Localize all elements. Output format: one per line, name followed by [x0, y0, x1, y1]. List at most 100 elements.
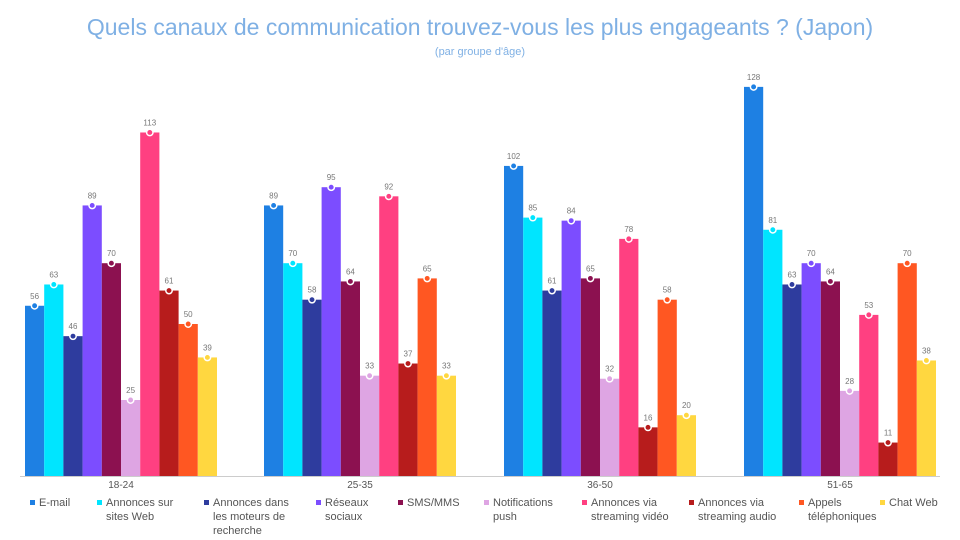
bar-marker: [442, 371, 451, 380]
data-label: 92: [384, 182, 393, 191]
bar: [916, 360, 936, 476]
bar-marker: [922, 356, 931, 365]
data-label: 20: [682, 401, 691, 410]
bar-marker: [404, 359, 412, 368]
bar: [321, 187, 341, 476]
bar-marker: [88, 201, 97, 210]
bar: [542, 290, 562, 476]
legend-item: Annonces via streaming audio: [689, 496, 776, 524]
bar: [101, 263, 121, 476]
data-label: 65: [586, 264, 595, 273]
category-label: 51-65: [827, 480, 853, 491]
bar-marker: [528, 213, 537, 222]
data-label: 102: [507, 152, 521, 161]
category-label: 36-50: [587, 480, 613, 491]
bar: [82, 205, 102, 476]
bar: [820, 281, 840, 476]
bar: [523, 217, 543, 476]
bar: [44, 284, 64, 476]
data-label: 81: [768, 216, 777, 225]
bar-marker: [49, 280, 58, 289]
data-label: 50: [184, 310, 193, 319]
legend-item: Annonces dans les moteurs de recherche: [204, 496, 289, 538]
data-label: 113: [143, 118, 156, 127]
data-label: 63: [49, 270, 58, 279]
bar-marker: [807, 259, 816, 268]
bar-marker: [308, 295, 316, 304]
bar-marker: [327, 183, 336, 192]
legend-label: Annonces dans les moteurs de recherche: [213, 497, 289, 537]
bar: [417, 278, 437, 476]
bar-marker: [346, 277, 355, 286]
bar: [197, 357, 217, 476]
legend-swatch: [689, 500, 694, 505]
legend-swatch: [316, 500, 321, 505]
bar: [398, 363, 418, 476]
data-label: 38: [922, 346, 931, 355]
bar-marker: [269, 201, 278, 210]
legend-swatch: [30, 500, 35, 505]
data-label: 70: [903, 249, 912, 258]
bar: [159, 290, 179, 476]
legend-label: Annonces sur sites Web: [106, 497, 174, 523]
bar-marker: [165, 286, 173, 295]
bar-marker: [365, 371, 374, 380]
data-label: 33: [442, 362, 451, 371]
legend-swatch: [398, 500, 403, 505]
bar-marker: [903, 259, 912, 268]
bar-marker: [864, 310, 873, 319]
bar-marker: [682, 411, 691, 420]
legend-swatch: [97, 500, 102, 505]
chart-subtitle: (par groupe d'âge): [434, 46, 526, 58]
data-label: 70: [107, 249, 116, 258]
bar-marker: [826, 277, 835, 286]
bar: [25, 305, 45, 476]
legend-label: Appels téléphoniques: [808, 497, 877, 523]
bar-marker: [384, 192, 393, 201]
data-label: 78: [624, 225, 633, 234]
bar-marker: [749, 82, 758, 91]
bar-marker: [107, 259, 116, 268]
data-label: 11: [884, 429, 893, 438]
bar-marker: [288, 259, 297, 268]
legend-item: E-mail: [30, 496, 70, 510]
data-label: 56: [30, 292, 39, 301]
data-label: 16: [644, 413, 653, 422]
data-label: 39: [203, 343, 212, 352]
bar-marker: [203, 353, 212, 362]
legend-label: Réseaux sociaux: [325, 497, 369, 523]
bar: [302, 299, 322, 476]
bar-marker: [30, 301, 39, 310]
bar: [600, 378, 620, 476]
bar-marker: [145, 128, 154, 137]
data-label: 53: [864, 301, 873, 310]
data-label: 84: [567, 207, 576, 216]
bar: [676, 415, 696, 476]
legend-item: Chat Web: [880, 496, 938, 510]
bar-marker: [788, 280, 796, 289]
bar: [801, 263, 821, 476]
legend-label: Notifications push: [493, 497, 553, 523]
bar: [782, 284, 802, 476]
legend-item: SMS/MMS: [398, 496, 460, 510]
data-label: 70: [288, 249, 297, 258]
bar: [379, 196, 399, 476]
legend-label: Annonces via streaming vidéo: [591, 497, 669, 523]
data-label: 58: [308, 286, 317, 295]
data-label: 85: [528, 204, 537, 213]
bar: [436, 375, 456, 476]
data-label: 25: [126, 386, 135, 395]
data-label: 128: [747, 73, 761, 82]
legend-swatch: [880, 500, 885, 505]
bar: [504, 165, 524, 477]
data-label: 64: [826, 267, 835, 276]
bar-marker: [663, 295, 672, 304]
data-label: 89: [88, 191, 97, 200]
bar-marker: [845, 386, 854, 395]
bar-marker: [884, 438, 892, 447]
bar: [744, 86, 764, 476]
data-label: 46: [69, 322, 78, 331]
bar: [638, 427, 658, 476]
data-label: 32: [605, 365, 614, 374]
